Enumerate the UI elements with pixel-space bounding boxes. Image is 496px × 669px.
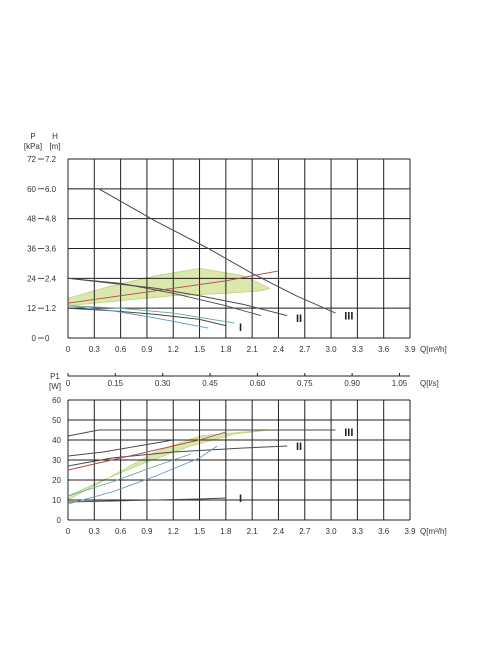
head-y-tick-m: 0 <box>45 334 50 343</box>
head-x-tick-label: 0 <box>66 345 71 354</box>
power-x-tick-label: 1.8 <box>220 527 232 536</box>
head-x-tick-label: 3.9 <box>404 345 416 354</box>
power-x-tick-label: 3.3 <box>352 527 364 536</box>
head-series-line <box>67 277 262 317</box>
head-curve-label: I <box>239 322 242 334</box>
power-y-tick-label: 40 <box>52 436 61 445</box>
power-y-axis-label: P1 <box>50 372 60 381</box>
head-y-tick-m: 3.6 <box>45 245 57 254</box>
head-x-tick-label: 1.5 <box>194 345 206 354</box>
head-y-tick-m: 7.2 <box>45 155 57 164</box>
power-x-tick-label: 0.3 <box>89 527 101 536</box>
flow-ls-tick-label: 0.90 <box>344 379 360 388</box>
head-curve-label: II <box>296 313 302 325</box>
head-y-axis-label-p: P <box>30 132 35 141</box>
power-x-axis-label: Q[m³/h] <box>420 527 447 536</box>
power-series-line-iii <box>67 429 336 437</box>
power-x-tick-label: 1.2 <box>168 527 180 536</box>
head-x-tick-label: 3.6 <box>378 345 390 354</box>
flow-ls-tick-label: 0.75 <box>297 379 313 388</box>
flow-ls-axis-label: Q[l/s] <box>420 379 439 388</box>
flow-ls-tick-label: 0.15 <box>108 379 124 388</box>
power-curve-label: II <box>296 441 302 453</box>
head-y-tick-m: 6.0 <box>45 185 57 194</box>
head-series-line <box>67 305 235 324</box>
power-x-tick-label: 0.6 <box>115 527 127 536</box>
head-y-tick-kpa: 0 <box>32 334 37 343</box>
head-y-tick-kpa: 60 <box>27 185 36 194</box>
head-y-axis-label-h: H <box>52 132 58 141</box>
head-x-tick-label: 1.2 <box>168 345 180 354</box>
power-y-tick-label: 30 <box>52 456 61 465</box>
power-y-tick-label: 50 <box>52 416 61 425</box>
power-x-tick-label: 2.1 <box>247 527 259 536</box>
head-operating-band <box>67 267 271 307</box>
head-y-tick-kpa: 36 <box>27 245 36 254</box>
head-y-axis-unit-kpa: [kPa] <box>24 142 42 151</box>
head-series-line <box>67 270 279 304</box>
power-curve-label: I <box>239 493 242 505</box>
power-x-tick-label: 3.6 <box>378 527 390 536</box>
head-y-tick-kpa: 72 <box>27 155 36 164</box>
head-y-axis-unit-m: [m] <box>49 142 60 151</box>
head-curve-label: III <box>344 311 353 323</box>
power-series-line-i <box>67 497 226 503</box>
head-x-tick-label: 0.6 <box>115 345 127 354</box>
head-series-line-ii <box>67 277 288 317</box>
flow-ls-tick-label: 0 <box>66 379 71 388</box>
power-x-tick-label: 3.9 <box>404 527 416 536</box>
flow-ls-tick-label: 0.60 <box>250 379 266 388</box>
power-series-line-ii <box>67 445 288 467</box>
head-y-tick-kpa: 24 <box>27 274 36 283</box>
flow-ls-tick-label: 0.30 <box>155 379 171 388</box>
power-x-tick-label: 2.4 <box>273 527 285 536</box>
head-series-line-iii <box>68 188 336 314</box>
head-y-tick-m: 4.8 <box>45 215 57 224</box>
power-y-tick-label: 0 <box>57 516 62 525</box>
power-series-line <box>67 439 174 457</box>
head-series-line <box>67 305 209 329</box>
head-x-tick-label: 0.9 <box>141 345 153 354</box>
power-y-tick-label: 10 <box>52 496 61 505</box>
head-y-tick-kpa: 12 <box>27 304 36 313</box>
head-x-tick-label: 3.3 <box>352 345 364 354</box>
head-x-tick-label: 2.4 <box>273 345 285 354</box>
power-x-tick-label: 0 <box>66 527 71 536</box>
head-y-tick-m: 1.2 <box>45 304 57 313</box>
flow-ls-tick-label: 1.05 <box>392 379 408 388</box>
power-series-line <box>67 453 191 497</box>
head-x-tick-label: 1.8 <box>220 345 232 354</box>
head-x-axis-label: Q[m³/h] <box>420 345 447 354</box>
head-x-tick-label: 2.7 <box>299 345 311 354</box>
power-x-tick-label: 3.0 <box>326 527 338 536</box>
power-series-line <box>67 445 218 505</box>
power-curve-label: III <box>344 427 353 439</box>
power-series-line <box>67 431 226 471</box>
head-x-tick-label: 0.3 <box>89 345 101 354</box>
power-y-axis-unit: [W] <box>49 382 61 391</box>
head-y-tick-m: 2.4 <box>45 274 57 283</box>
power-x-tick-label: 1.5 <box>194 527 206 536</box>
power-y-tick-label: 60 <box>52 396 61 405</box>
head-x-tick-label: 3.0 <box>326 345 338 354</box>
head-x-tick-label: 2.1 <box>247 345 259 354</box>
flow-ls-tick-label: 0.45 <box>202 379 218 388</box>
head-series-line-i <box>67 307 226 327</box>
power-x-tick-label: 0.9 <box>141 527 153 536</box>
power-x-tick-label: 2.7 <box>299 527 311 536</box>
power-y-tick-label: 20 <box>52 476 61 485</box>
head-y-tick-kpa: 48 <box>27 215 36 224</box>
